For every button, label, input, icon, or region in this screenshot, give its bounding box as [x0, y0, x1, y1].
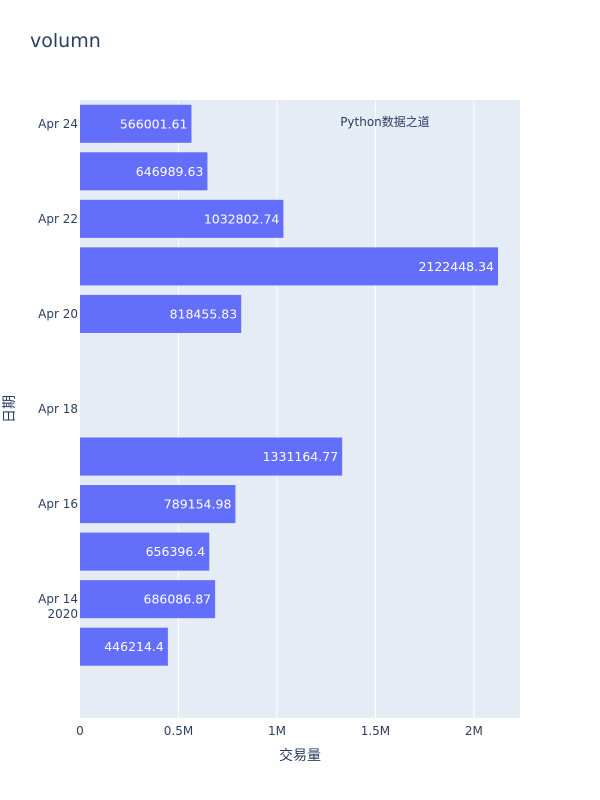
x-axis-ticks: 0 0.5M 1M 1.5M 2M	[76, 724, 483, 738]
x-tick-label: 2M	[465, 724, 483, 738]
bar-value-label: 566001.61	[120, 116, 188, 131]
bar-labels: 566001.61 646989.63 1032802.74 2122448.34 81…	[104, 116, 494, 654]
bar-value-label: 1331164.77	[263, 449, 339, 464]
plot-background	[80, 100, 520, 718]
bar-value-label: 818455.83	[170, 306, 238, 321]
y-tick-label: Apr 18	[38, 402, 78, 416]
y-tick-label: Apr 24	[38, 117, 78, 131]
bar-value-label: 789154.98	[164, 497, 232, 512]
y-tick-label: Apr 14	[38, 592, 78, 606]
bar	[80, 580, 216, 619]
y-tick-label: Apr 16	[38, 497, 78, 511]
x-tick-label: 0	[76, 724, 84, 738]
bar	[80, 104, 192, 143]
annotation: Python数据之道	[340, 114, 430, 129]
bar	[80, 152, 208, 191]
y-tick-label: Apr 22	[38, 212, 78, 226]
y-axis-title: 日期	[2, 395, 18, 423]
bar	[80, 627, 168, 666]
x-tick-label: 0.5M	[164, 724, 193, 738]
bar-value-label: 686086.87	[144, 592, 212, 607]
bar	[80, 199, 284, 238]
bar-value-label: 1032802.74	[204, 211, 280, 226]
y-tick-label: Apr 20	[38, 307, 78, 321]
x-tick-label: 1M	[268, 724, 286, 738]
chart-title: volumn	[30, 30, 101, 52]
x-axis-title: 交易量	[279, 747, 321, 764]
bar-value-label: 446214.4	[104, 639, 164, 654]
bar	[80, 247, 499, 286]
bar-value-label: 656396.4	[146, 544, 206, 559]
bar	[80, 294, 242, 333]
bar-value-label: 2122448.34	[418, 259, 494, 274]
y-tick-year-label: 2020	[47, 607, 78, 621]
bar	[80, 532, 210, 571]
x-tick-label: 1.5M	[361, 724, 390, 738]
bar	[80, 485, 236, 524]
bar	[80, 437, 343, 476]
bar-value-label: 646989.63	[136, 164, 204, 179]
bars	[80, 104, 499, 666]
